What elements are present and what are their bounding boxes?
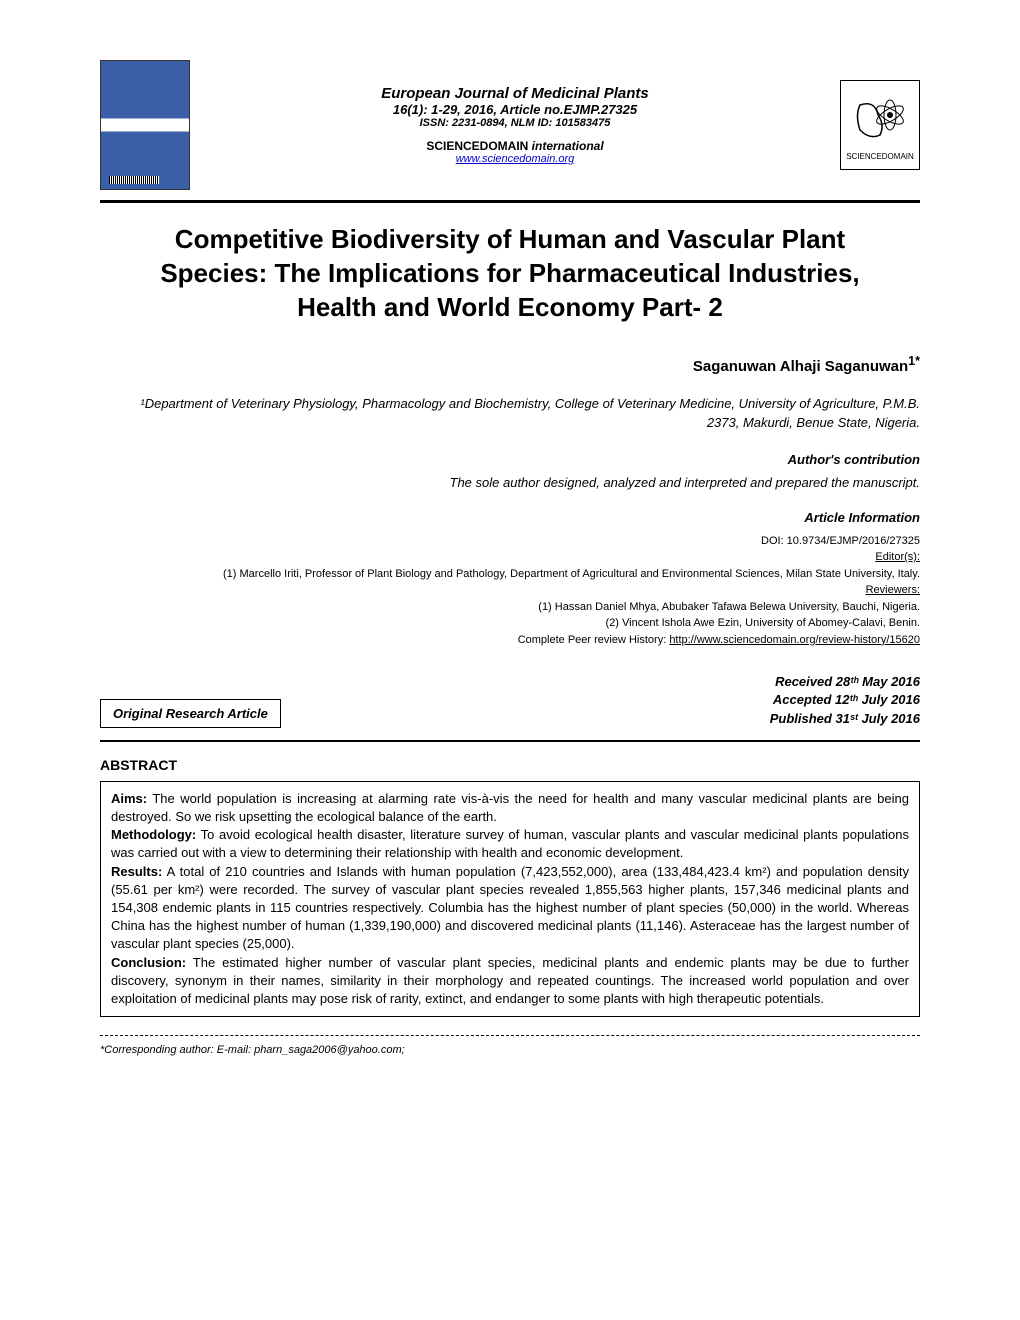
methodology-text: To avoid ecological health disaster, lit…	[111, 827, 909, 860]
editors-label: Editor(s):	[100, 549, 920, 566]
received-date: Received 28ᵗʰ May 2016	[770, 673, 920, 691]
article-info: DOI: 10.9734/EJMP/2016/27325 Editor(s): …	[100, 533, 920, 649]
logo-label: SCIENCEDOMAIN	[846, 152, 914, 161]
affiliation: ¹Department of Veterinary Physiology, Ph…	[120, 395, 920, 431]
aims-text: The world population is increasing at al…	[111, 791, 909, 824]
peer-review-url[interactable]: http://www.sciencedomain.org/review-hist…	[669, 634, 920, 646]
article-title: Competitive Biodiversity of Human and Va…	[140, 223, 880, 324]
publisher-url[interactable]: www.sciencedomain.org	[210, 153, 820, 165]
footer-separator	[100, 1035, 920, 1036]
reviewer-2: (2) Vincent Ishola Awe Ezin, University …	[100, 615, 920, 632]
peer-review-prefix: Complete Peer review History:	[518, 634, 670, 646]
conclusion-text: The estimated higher number of vascular …	[111, 955, 909, 1006]
publisher-intl: international	[532, 139, 604, 153]
abstract-heading: ABSTRACT	[100, 757, 920, 773]
publisher-name: SCIENCEDOMAIN international	[210, 139, 820, 153]
journal-name: European Journal of Medicinal Plants	[210, 85, 820, 102]
journal-cover-image	[100, 60, 190, 190]
abstract-box: Aims: The world population is increasing…	[100, 781, 920, 1017]
abstract-top-divider	[100, 740, 920, 742]
methodology-label: Methodology:	[111, 827, 196, 842]
publisher-logo: SCIENCEDOMAIN	[840, 80, 920, 170]
doi: DOI: 10.9734/EJMP/2016/27325	[100, 533, 920, 550]
dates-row: Original Research Article Received 28ᵗʰ …	[100, 673, 920, 728]
conclusion-label: Conclusion:	[111, 955, 186, 970]
article-type-box: Original Research Article	[100, 699, 281, 728]
publisher-text: SCIENCEDOMAIN	[426, 139, 528, 153]
peer-review-line: Complete Peer review History: http://www…	[100, 632, 920, 649]
results-label: Results:	[111, 864, 162, 879]
journal-issue: 16(1): 1-29, 2016, Article no.EJMP.27325	[210, 102, 820, 117]
accepted-date: Accepted 12ᵗʰ July 2016	[770, 691, 920, 709]
corresponding-author: *Corresponding author: E-mail: pharn_sag…	[100, 1044, 920, 1056]
results-text: A total of 210 countries and Islands wit…	[111, 864, 909, 952]
contribution-text: The sole author designed, analyzed and i…	[100, 475, 920, 490]
author-sup: 1*	[908, 354, 920, 368]
published-date: Published 31ˢᵗ July 2016	[770, 710, 920, 728]
aims-label: Aims:	[111, 791, 147, 806]
header-row: European Journal of Medicinal Plants 16(…	[100, 60, 920, 190]
brain-atom-icon	[850, 90, 910, 150]
journal-info: European Journal of Medicinal Plants 16(…	[190, 85, 840, 165]
author-line: Saganuwan Alhaji Saganuwan1*	[100, 354, 920, 375]
reviewer-1: (1) Hassan Daniel Mhya, Abubaker Tafawa …	[100, 599, 920, 616]
reviewers-label: Reviewers:	[100, 582, 920, 599]
author-name: Saganuwan Alhaji Saganuwan	[693, 358, 908, 375]
dates: Received 28ᵗʰ May 2016 Accepted 12ᵗʰ Jul…	[770, 673, 920, 728]
editor-1: (1) Marcello Iriti, Professor of Plant B…	[100, 566, 920, 583]
contribution-heading: Author's contribution	[100, 452, 920, 467]
article-info-heading: Article Information	[100, 510, 920, 525]
header-divider	[100, 200, 920, 203]
journal-issn: ISSN: 2231-0894, NLM ID: 101583475	[210, 117, 820, 129]
